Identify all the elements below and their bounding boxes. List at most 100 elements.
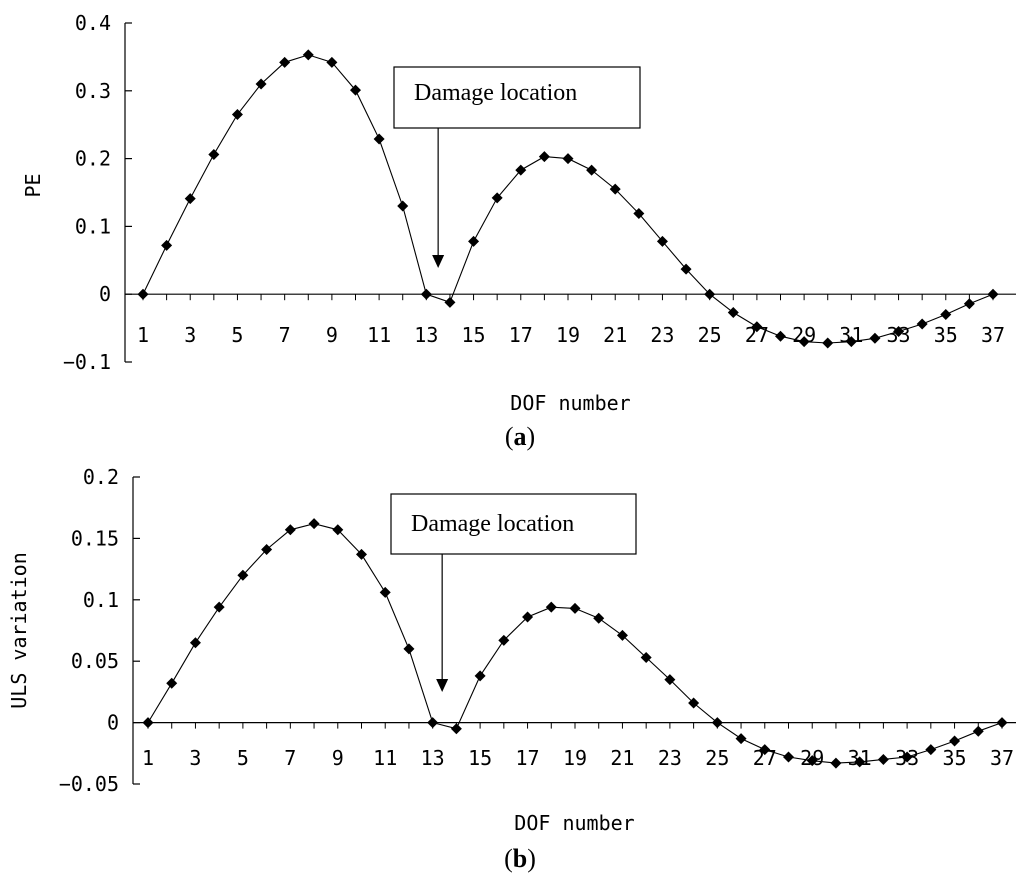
y-tick-label: 0.3 [75,79,111,103]
data-point [680,263,692,275]
x-tick-label: 3 [184,323,196,347]
data-point [444,296,456,308]
y-tick-label: 0.1 [75,214,111,238]
data-point [308,518,320,530]
y-tick-label: 0.05 [71,649,119,673]
data-point [727,307,739,319]
data-point [213,601,225,613]
x-tick-label: 7 [279,323,291,347]
panel-label: (b) [504,844,536,873]
x-tick-label: 7 [284,746,296,770]
annotation-arrow-head [432,255,445,268]
data-point [420,288,432,300]
data-point [996,717,1008,729]
data-point [142,717,154,729]
data-point [830,757,842,769]
data-point [231,109,243,121]
data-point [704,288,716,300]
panel-label: (a) [505,422,535,451]
x-tick-label: 1 [137,323,149,347]
x-tick-label: 35 [934,323,958,347]
chart-panel-b: 0.20.150.10.050−0.051 3 5 7 9 11 13 15 17 19 21 23 2… [7,465,1016,873]
data-point [522,611,534,623]
data-point [798,336,810,348]
x-tick-label: 5 [237,746,249,770]
data-point [332,524,344,536]
x-tick-label: 9 [326,323,338,347]
data-point [775,330,786,342]
data-point [538,151,550,163]
data-point [356,548,367,560]
x-tick-label: 21 [610,746,634,770]
data-point [515,164,527,176]
x-tick-label: 9 [332,746,344,770]
data-point [166,677,178,689]
data-point [972,725,984,737]
data-point [379,586,391,598]
data-point [616,629,628,641]
data-point [255,78,267,90]
annotation-box [393,66,641,129]
data-point [854,756,866,768]
y-tick-label: 0.15 [71,526,119,550]
annotation-text: Damage location [411,511,574,537]
data-point [326,56,338,68]
x-tick-label: 23 [658,746,682,770]
data-point [640,652,652,664]
data-point [427,717,439,729]
y-tick-label: 0.2 [75,147,111,171]
y-tick-label: −0.05 [59,772,119,796]
data-point [963,298,975,310]
data-point [474,670,486,682]
x-axis-label: DOF number [510,391,630,415]
data-point [901,751,913,763]
x-tick-label: 37 [981,323,1005,347]
x-tick-label: 15 [462,323,486,347]
data-point [664,674,676,686]
data-point [916,318,928,330]
y-tick-label: 0 [99,282,111,306]
chart-panel-a: 0.40.30.20.10−0.11 3 5 7 9 11 13 15 17 19 21 23 25 27… [21,11,1016,451]
data-point [284,524,296,536]
data-point [949,735,961,747]
data-point [806,755,818,767]
y-tick-label: 0.4 [75,11,111,35]
x-tick-label: 1 [142,746,154,770]
x-tick-label: 13 [421,746,445,770]
data-point [822,337,834,349]
data-point [468,235,480,247]
data-point [987,288,999,300]
y-tick-label: 0.2 [83,465,119,489]
data-point [350,84,361,96]
x-tick-label: 15 [468,746,492,770]
data-point [759,744,771,756]
x-tick-label: 3 [189,746,201,770]
data-point [545,601,557,613]
data-point [208,149,220,161]
y-tick-label: −0.1 [63,350,111,374]
x-tick-label: 25 [698,323,722,347]
x-tick-label: 35 [943,746,967,770]
x-tick-label: 37 [990,746,1014,770]
data-point [688,697,700,709]
data-point [498,634,510,646]
data-point [593,612,605,624]
annotation-arrow-head [436,679,449,692]
data-point [237,569,249,581]
data-point [711,717,723,729]
data-point [261,543,273,555]
annotation-text: Damage location [414,80,577,106]
data-point [877,753,889,765]
x-tick-label: 17 [516,746,540,770]
x-tick-label: 19 [563,746,587,770]
data-point [609,183,621,195]
data-point [735,733,747,745]
data-point [633,208,645,220]
data-point [656,235,668,247]
annotation-box [390,493,637,555]
x-tick-label: 5 [231,323,243,347]
y-axis-label: ULS variation [7,552,31,709]
data-point [403,643,415,655]
data-point [562,153,574,165]
